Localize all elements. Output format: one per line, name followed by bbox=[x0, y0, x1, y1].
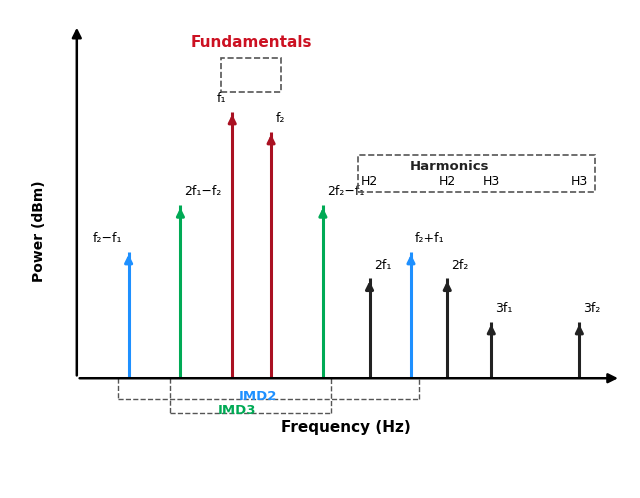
Text: 3f₂: 3f₂ bbox=[584, 302, 601, 315]
Text: f₂+f₁: f₂+f₁ bbox=[415, 232, 445, 245]
Text: H2: H2 bbox=[438, 175, 456, 188]
Text: H2: H2 bbox=[361, 175, 378, 188]
Bar bbox=[221, 58, 282, 92]
Text: Harmonics: Harmonics bbox=[410, 160, 490, 173]
Text: f₂: f₂ bbox=[275, 112, 285, 125]
Text: Frequency (Hz): Frequency (Hz) bbox=[282, 420, 411, 435]
Text: H3: H3 bbox=[571, 175, 588, 188]
Text: Fundamentals: Fundamentals bbox=[191, 35, 312, 50]
Text: 2f₂−f₁: 2f₂−f₁ bbox=[327, 185, 364, 198]
Text: H3: H3 bbox=[483, 175, 500, 188]
Text: f₁: f₁ bbox=[216, 92, 226, 105]
Text: f₂−f₁: f₂−f₁ bbox=[93, 232, 122, 245]
Text: IMD3: IMD3 bbox=[218, 404, 257, 417]
Bar bbox=[358, 155, 595, 192]
Text: 2f₁−f₂: 2f₁−f₂ bbox=[184, 185, 222, 198]
Text: 2f₂: 2f₂ bbox=[451, 258, 468, 271]
Text: IMD2: IMD2 bbox=[239, 390, 277, 403]
Text: 2f₁: 2f₁ bbox=[374, 258, 391, 271]
Text: Power (dBm): Power (dBm) bbox=[32, 181, 45, 282]
Text: 3f₁: 3f₁ bbox=[495, 302, 513, 315]
